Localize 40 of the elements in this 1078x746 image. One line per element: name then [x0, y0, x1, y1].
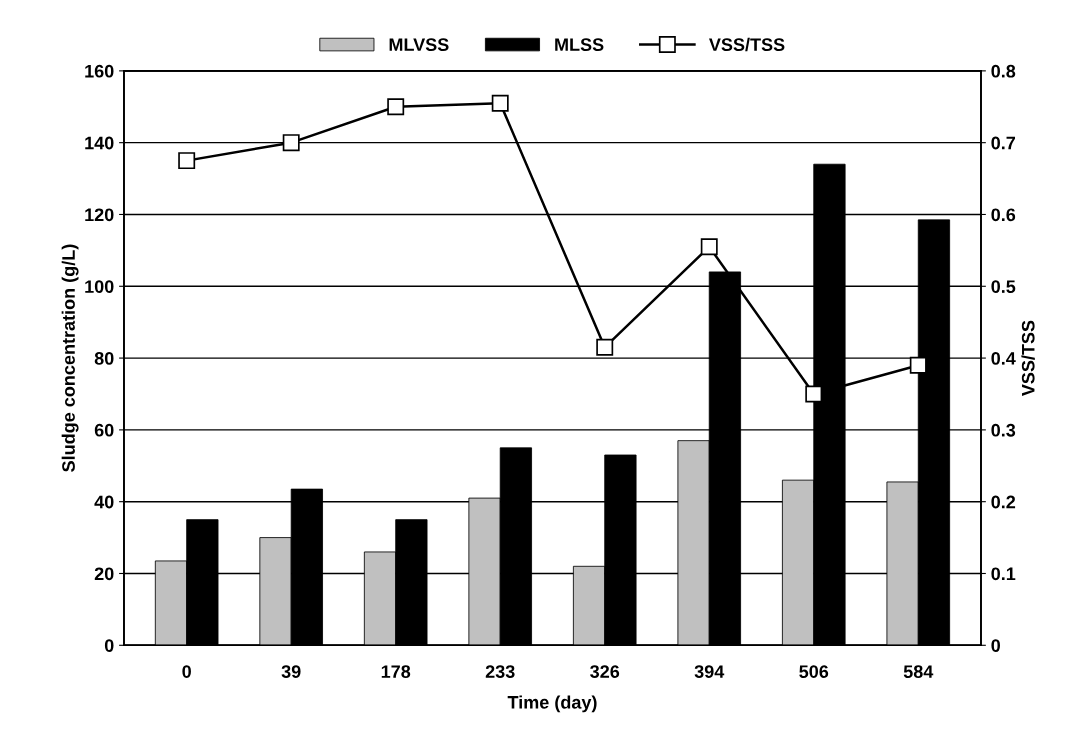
- y2-tick-label: 0.2: [991, 495, 1016, 509]
- y-tick-label: 120: [85, 208, 114, 222]
- y2-tick-label: 0.3: [991, 423, 1016, 437]
- y-tick-label: 100: [85, 280, 114, 293]
- y-tick-label: 140: [85, 136, 114, 150]
- y-tick-label: 80: [94, 352, 114, 365]
- x-tick-label: 39: [281, 665, 301, 679]
- point: [282, 134, 300, 152]
- y2-axis-title: VSS/TSS: [1021, 320, 1035, 397]
- point: [491, 94, 509, 112]
- x-tick-label: 326: [590, 665, 620, 679]
- y-tick-label: 20: [94, 567, 114, 581]
- y2-tick-label: 0.6: [991, 208, 1016, 222]
- y-axis-title: Sludge concentration (g/L): [61, 244, 79, 472]
- y2-tick-label: 0.8: [991, 64, 1016, 78]
- y2-tick-label: 0.4: [991, 352, 1016, 365]
- point: [387, 98, 405, 116]
- legend-label: VSS/TSS: [709, 37, 785, 52]
- y2-tick-label: 0.5: [991, 280, 1016, 293]
- x-tick-label: 233: [485, 665, 515, 679]
- y2-tick-label: 0: [991, 639, 1000, 653]
- point: [909, 356, 927, 374]
- point: [178, 152, 196, 170]
- x-tick-label: 584: [903, 665, 934, 678]
- legend-label: MLSS: [555, 38, 604, 52]
- y-tick-label: 40: [94, 495, 114, 509]
- x-tick-label: 0: [182, 665, 191, 678]
- y2-tick-label: 0.1: [991, 567, 1016, 581]
- x-tick-label: 178: [381, 665, 411, 678]
- point: [805, 385, 823, 403]
- point: [700, 238, 718, 256]
- y-tick-label: 60: [94, 423, 114, 437]
- y-tick-label: 0: [104, 639, 114, 653]
- y2-tick-label: 0.7: [991, 136, 1016, 150]
- x-tick-label: 506: [799, 665, 829, 678]
- x-axis-title: Time (day): [507, 695, 597, 713]
- point: [596, 338, 614, 356]
- y-tick-label: 160: [85, 64, 114, 78]
- x-tick-label: 394: [694, 665, 725, 679]
- legend-label: MLVSS: [389, 38, 449, 52]
